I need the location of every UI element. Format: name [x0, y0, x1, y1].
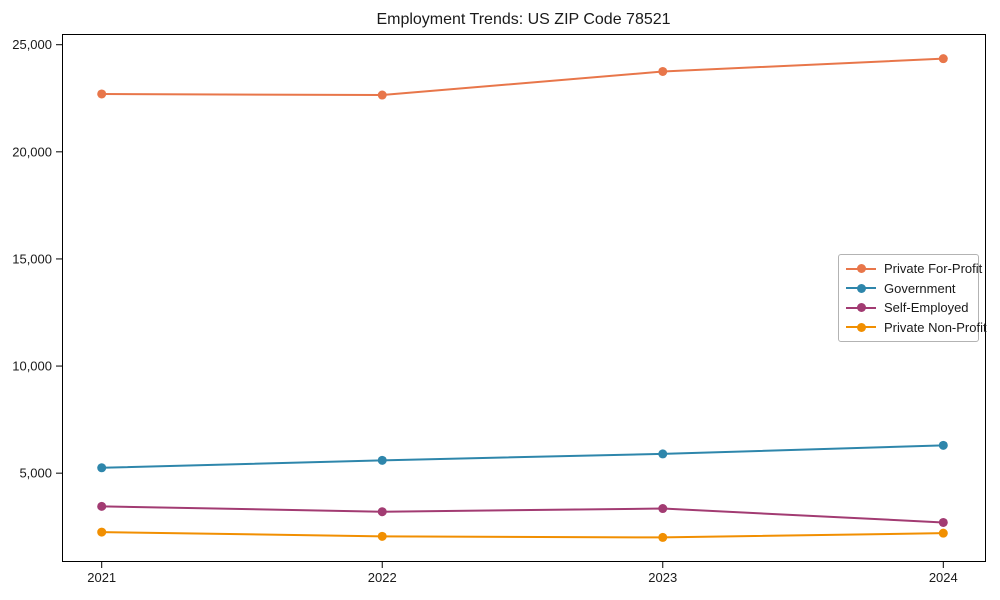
- line-marker-icon: [846, 303, 876, 313]
- y-tick-label: 20,000: [12, 144, 52, 159]
- x-tick-label: 2021: [87, 570, 116, 585]
- data-point: [377, 531, 387, 541]
- series-line-government: [100, 444, 945, 469]
- x-tick-label: 2023: [648, 570, 677, 585]
- data-point: [97, 463, 107, 473]
- series-line-self-employed: [100, 505, 945, 524]
- data-point: [377, 90, 387, 100]
- legend-label: Private Non-Profit: [884, 319, 987, 335]
- series-line-private-non-profit: [100, 531, 945, 539]
- data-point: [658, 449, 668, 459]
- line-marker-icon: [846, 283, 876, 293]
- line-marker-icon: [846, 264, 876, 274]
- legend-entry-self-employed: Self-Employed: [846, 298, 971, 318]
- data-point: [938, 54, 948, 64]
- legend: Private For-Profit Government Self-Emplo…: [838, 254, 987, 342]
- y-tick-label: 5,000: [19, 466, 52, 481]
- data-point: [658, 66, 668, 76]
- data-point: [97, 527, 107, 537]
- legend-label: Government: [884, 280, 956, 296]
- y-tick-label: 15,000: [12, 251, 52, 266]
- x-tick-label: 2024: [929, 570, 958, 585]
- data-point: [658, 504, 668, 514]
- legend-entry-private-for-profit: Private For-Profit: [846, 259, 982, 279]
- data-point: [938, 440, 948, 450]
- data-point: [97, 89, 107, 99]
- y-tick-label: 25,000: [12, 37, 52, 52]
- plot-border: [62, 34, 986, 562]
- series-line-private-for-profit: [100, 57, 945, 97]
- data-point: [938, 528, 948, 538]
- data-point: [377, 455, 387, 465]
- data-point: [658, 532, 668, 542]
- x-tick-label: 2022: [368, 570, 397, 585]
- y-tick-label: 10,000: [12, 359, 52, 374]
- legend-label: Private For-Profit: [884, 261, 983, 277]
- chart-title: Employment Trends: US ZIP Code 78521: [376, 11, 671, 28]
- legend-label: Self-Employed: [884, 300, 969, 316]
- data-point: [377, 507, 387, 517]
- legend-entry-government: Government: [846, 279, 971, 299]
- legend-entry-private-non-profit: Private Non-Profit: [846, 318, 987, 338]
- data-point: [938, 517, 948, 527]
- line-marker-icon: [846, 322, 876, 332]
- data-point: [97, 501, 107, 511]
